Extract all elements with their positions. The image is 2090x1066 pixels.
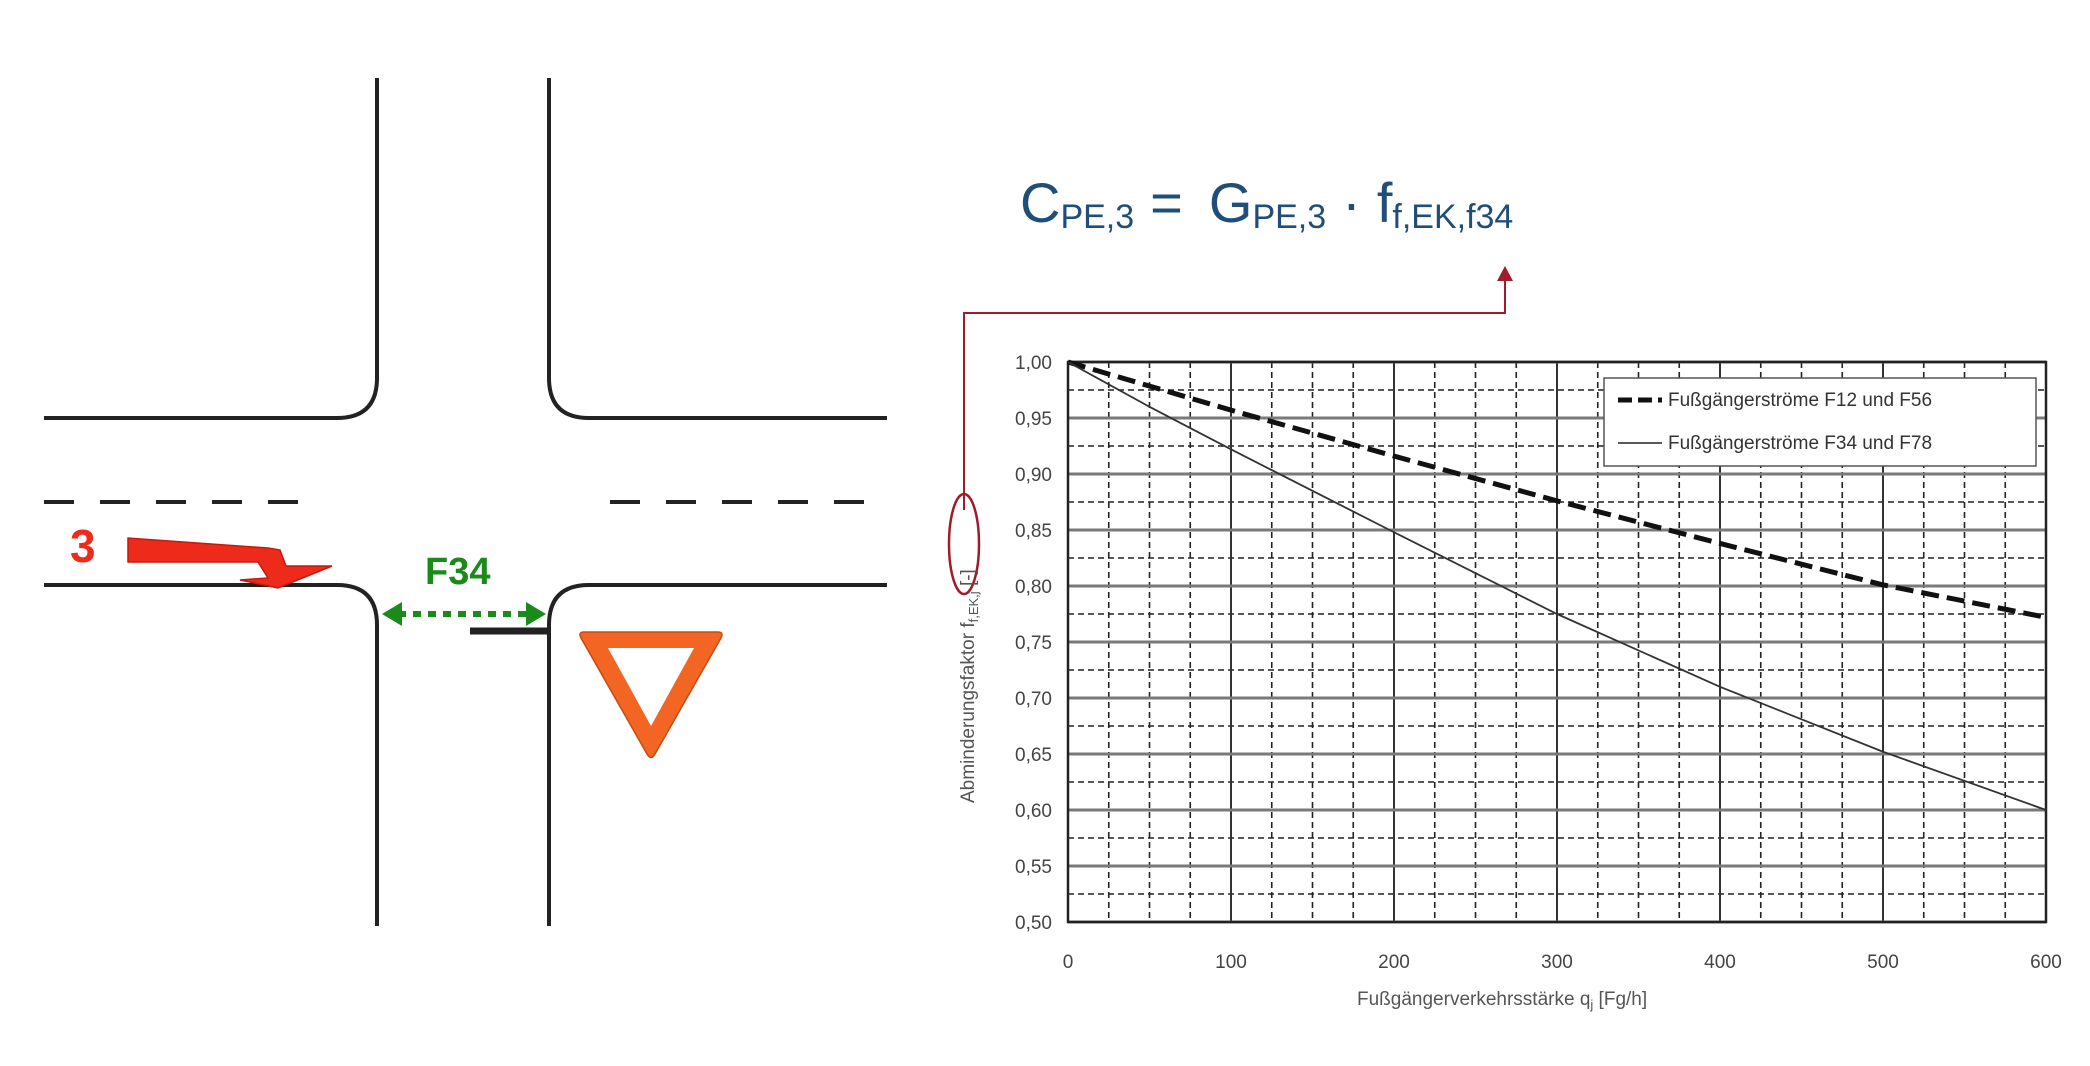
y-tick-label: 0,60 (1015, 801, 1052, 822)
y-tick-label: 0,70 (1015, 689, 1052, 710)
x-axis-label: Fußgängerverkehrsstärke qj [Fg/h] (1357, 989, 1647, 1012)
x-axis-label-sub: j (1589, 997, 1593, 1012)
chart-series (1067, 359, 2047, 811)
road-edge-sw (44, 583, 379, 926)
y-axis-label-sub: f,EK,j (966, 591, 981, 622)
formula-g-sub: PE,3 (1252, 198, 1326, 236)
y-axis-label: Abminderungsfaktor ff,EK,j [-] (958, 569, 981, 803)
y-axis-label-main: Abminderungsfaktor f (958, 622, 979, 803)
intersection-diagram (44, 78, 887, 926)
formula-g: G (1209, 171, 1253, 234)
road-edge-se (547, 583, 887, 926)
y-tick-label: 0,80 (1015, 577, 1052, 598)
y-tick-label: 0,75 (1015, 633, 1052, 654)
x-axis-label-unit: [Fg/h] (1593, 989, 1647, 1010)
y-tick-label: 0,55 (1015, 857, 1052, 878)
y-tick-label: 0,50 (1015, 913, 1052, 934)
y-tick-label: 0,65 (1015, 745, 1052, 766)
y-tick-label: 0,90 (1015, 465, 1052, 486)
formula-c: C (1020, 171, 1060, 234)
legend-box (1603, 377, 2037, 467)
legend-label-f12: Fußgängerströme F12 und F56 (1668, 390, 1932, 411)
formula-pointer (947, 266, 1513, 596)
chart-legend: Fußgängerströme F12 und F56 Fußgängerstr… (1603, 377, 2037, 467)
double-arrow-icon (382, 602, 546, 626)
x-tick-label: 200 (1378, 952, 1410, 973)
x-tick-label: 400 (1704, 952, 1736, 973)
formula-f-sub: f,EK,f34 (1392, 198, 1513, 236)
formula: CPE,3 = GPE,3 · ff,EK,f34 (1020, 171, 1513, 236)
reduction-factor-chart: 0 100 200 300 400 500 600 0,50 0,55 0,60 0,65 0,70 0… (958, 353, 2062, 1012)
road-edge-ne (547, 78, 887, 420)
movement-number-label: 3 (70, 520, 96, 572)
x-tick-label: 0 (1063, 952, 1074, 973)
yield-sign-icon (579, 631, 723, 759)
x-axis-label-main: Fußgängerverkehrsstärke q (1357, 989, 1590, 1010)
road-edge-nw (44, 78, 379, 420)
y-axis-label-unit: [-] (958, 569, 979, 591)
legend-label-f34: Fußgängerströme F34 und F78 (1668, 433, 1932, 454)
axis-ticks: 0 100 200 300 400 500 600 0,50 0,55 0,60 0,65 0,70 0… (1015, 353, 2062, 973)
x-tick-label: 300 (1541, 952, 1573, 973)
plot-area-frame (1066, 360, 2048, 924)
y-tick-label: 0,85 (1015, 521, 1052, 542)
x-tick-label: 500 (1867, 952, 1899, 973)
y-tick-label: 0,95 (1015, 409, 1052, 430)
pedestrian-flow-label: F34 (425, 551, 490, 593)
series-line-f34-f78 (1067, 361, 2047, 811)
right-turn-arrow-icon (127, 537, 333, 589)
formula-dot: · (1342, 171, 1361, 234)
series-line-f12-f56 (1067, 359, 2047, 620)
y-tick-label: 1,00 (1015, 353, 1052, 374)
x-tick-label: 600 (2030, 952, 2062, 973)
x-tick-label: 100 (1215, 952, 1247, 973)
formula-c-sub: PE,3 (1060, 198, 1134, 236)
formula-f: f (1377, 171, 1393, 234)
formula-equals: = (1150, 171, 1183, 234)
